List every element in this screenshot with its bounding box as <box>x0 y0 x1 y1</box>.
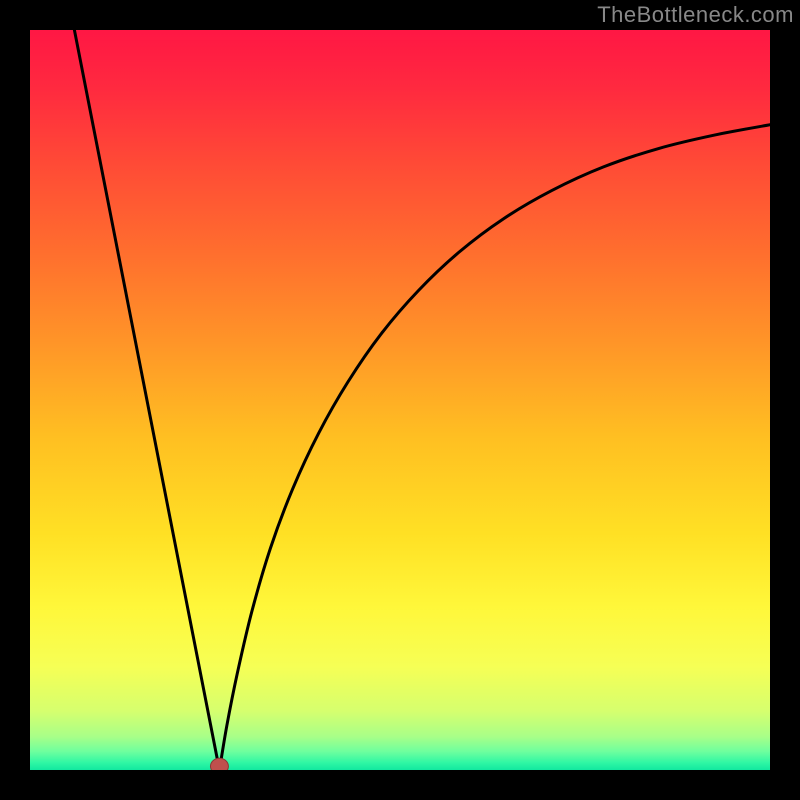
curve-right-branch <box>219 125 770 770</box>
plot-area <box>30 30 770 770</box>
attribution-label: TheBottleneck.com <box>597 2 794 28</box>
optimal-point-marker <box>210 758 228 770</box>
curve-left-branch <box>74 30 219 770</box>
chart-frame: TheBottleneck.com <box>0 0 800 800</box>
bottleneck-curve <box>30 30 770 770</box>
